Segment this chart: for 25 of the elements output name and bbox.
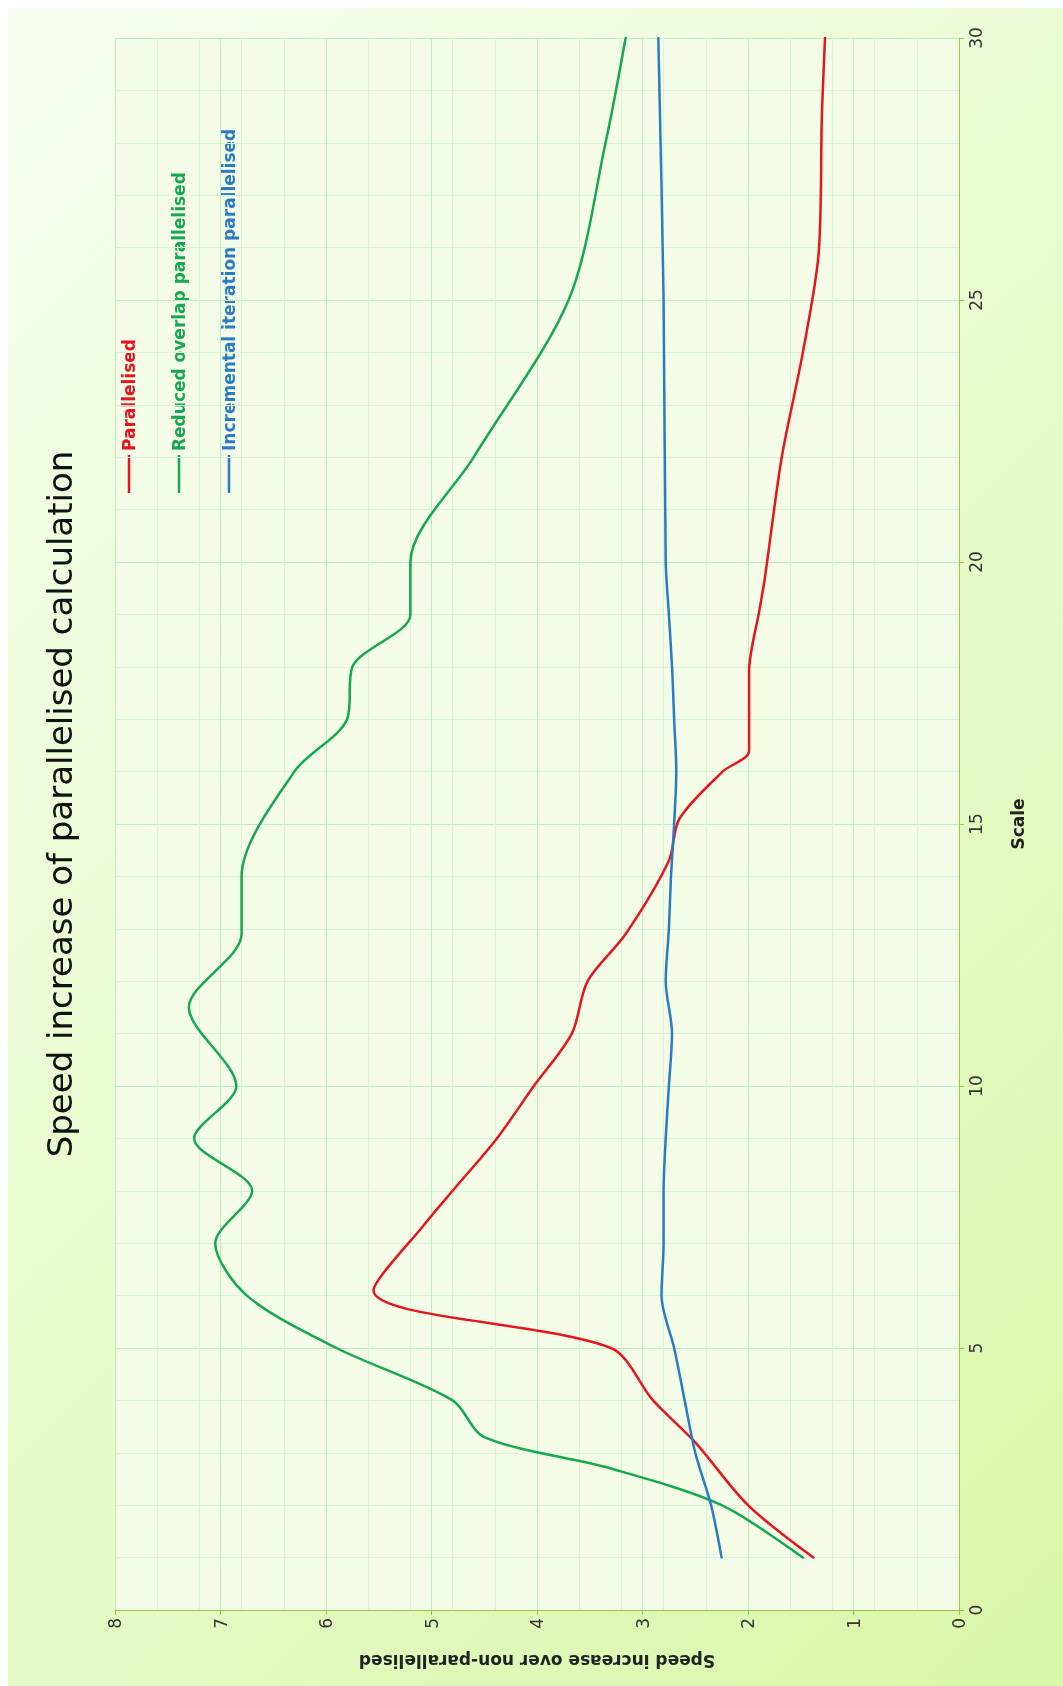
y-tick-label: 30 <box>965 27 986 49</box>
x-axis-title: Speed increase over non-parallelised <box>358 1650 716 1671</box>
x-tick-label: 8 <box>105 1618 125 1629</box>
x-tick-label: 3 <box>632 1618 653 1629</box>
line-series <box>657 36 723 1559</box>
x-tick-label: 0 <box>949 1618 969 1629</box>
y-tick-label: 25 <box>965 289 986 311</box>
x-tick-label: 2 <box>738 1618 758 1629</box>
text: Reduced overlap parallelised <box>169 172 189 451</box>
y-tick-label: 10 <box>965 1075 986 1097</box>
text: Incremental iteration parallelised <box>219 128 239 451</box>
line-series <box>372 36 827 1559</box>
y-tick-label: 20 <box>965 551 986 573</box>
x-tick-label: 5 <box>421 1618 442 1629</box>
text: Speed increase of parallelised calculation <box>40 450 80 1158</box>
line-series <box>187 36 805 1559</box>
y-tick-label: 15 <box>965 813 986 835</box>
text: Parallelised <box>119 339 139 451</box>
y-tick-label: 0 <box>965 1604 986 1616</box>
x-tick-label: 4 <box>527 1618 547 1629</box>
y-axis-title: Scale <box>1007 798 1028 850</box>
x-tick-label: 6 <box>316 1618 336 1629</box>
y-tick-label: 5 <box>965 1342 986 1354</box>
x-tick-label: 7 <box>210 1618 231 1629</box>
x-tick-label: 1 <box>843 1618 864 1629</box>
